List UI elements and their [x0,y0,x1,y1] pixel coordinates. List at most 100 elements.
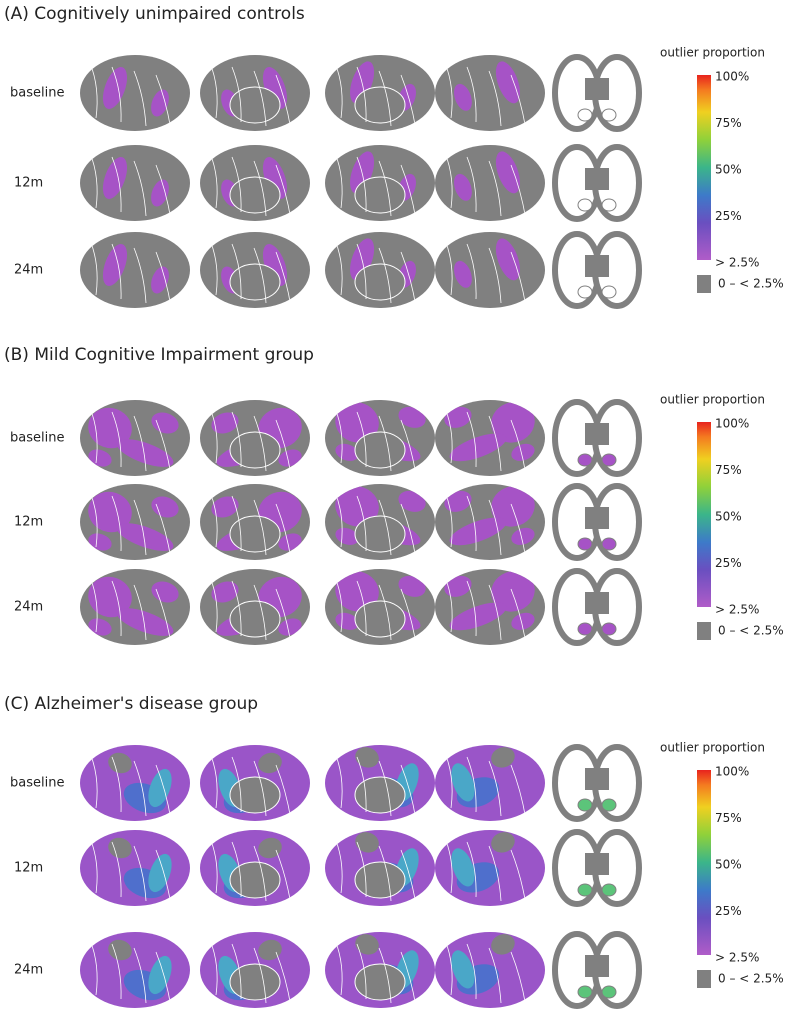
patches [221,157,288,214]
sulcus [133,947,147,1004]
sulcus [111,156,122,213]
sulcus [378,415,392,472]
sulcus [466,841,477,898]
patches [108,939,172,1001]
row-label: 24m [14,963,43,978]
patches [218,752,282,814]
subcortical [601,198,617,212]
brain-row [80,568,642,646]
sulcus [111,580,122,637]
sulcus [133,70,147,127]
sulcus [133,247,147,304]
sulcus [356,943,367,1000]
legend-label: 75% [715,463,742,477]
medial-core [229,431,281,469]
patches [354,934,419,1001]
sulcus [253,845,267,902]
region [511,443,535,461]
patches [88,407,179,467]
sulcus [356,495,367,552]
region [444,575,472,597]
patches [218,837,282,899]
region [88,407,132,449]
panel-title: (C) Alzheimer's disease group [4,694,258,714]
subcortical [601,985,617,999]
legend-label: 100% [715,765,749,779]
brain [435,145,545,221]
legend-label: 25% [715,209,742,223]
brain-row [80,483,642,561]
row-label: baseline [10,776,64,791]
brain-row [80,744,642,822]
region [88,491,132,533]
patches [211,407,302,469]
subcortical [577,453,593,467]
subcortical [577,198,593,212]
patches [218,939,282,1001]
patches [211,491,302,553]
medial-core [229,861,281,899]
patches [335,402,426,469]
sulcus [378,499,392,556]
region [151,581,179,603]
region [108,939,132,961]
sulcus [356,156,367,213]
region [495,151,520,194]
medial-core [354,86,406,124]
sulcus [488,247,502,304]
sulcus [488,415,502,472]
patches [451,934,515,995]
region [398,490,426,512]
sulcus [378,160,392,217]
patches [108,752,172,814]
region [258,752,282,774]
sulcus [133,760,147,817]
region [88,449,112,467]
sulcus [231,756,242,813]
brain-row [80,829,642,907]
region [495,238,520,281]
patches [102,157,169,207]
subcortical [601,108,617,122]
region [491,934,515,955]
sulcus [111,411,122,468]
sulcus [253,415,267,472]
sulcus [378,947,392,1004]
sulcus [231,156,242,213]
medial-core [354,515,406,553]
ventricle [585,955,609,977]
brain-row [80,231,642,309]
region [491,571,535,612]
patches [88,576,179,636]
legend-label: 50% [715,858,742,872]
region [211,412,239,434]
sulcus [111,66,122,123]
region [491,747,515,768]
medial-core [354,776,406,814]
region [335,612,359,630]
ventricle [585,768,609,790]
legend-label: 100% [715,70,749,84]
sulcus [488,845,502,902]
region [88,533,112,551]
region [116,608,174,636]
sulcus [111,943,122,1000]
colorbar [697,770,711,955]
subcortical [601,622,617,636]
sulcus [356,243,367,300]
patches [221,67,288,124]
sulcus [231,411,242,468]
patches [354,747,419,814]
patches [454,238,520,288]
colorbar [697,75,711,260]
medial-core [354,431,406,469]
sulcus [231,66,242,123]
region [102,67,128,109]
region [491,832,515,853]
legend-title: outlier proportion [660,393,765,407]
brain-row [80,54,642,132]
legend-label: 25% [715,904,742,918]
region [491,402,535,443]
sulcus [466,156,477,213]
